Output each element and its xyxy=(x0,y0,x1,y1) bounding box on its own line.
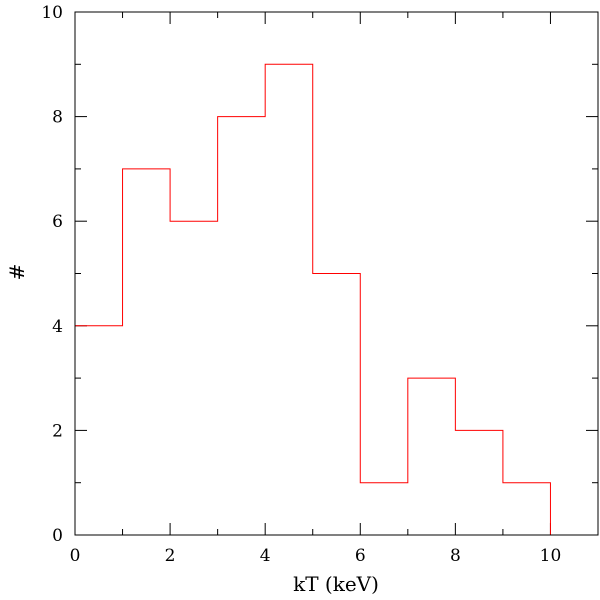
y-tick-label: 0 xyxy=(52,526,63,546)
histogram-bin xyxy=(503,483,551,535)
histogram-bin xyxy=(313,274,361,536)
x-tick-label: 10 xyxy=(540,546,562,566)
x-tick-label: 8 xyxy=(450,546,461,566)
histogram-bin xyxy=(75,326,123,535)
histogram-series xyxy=(75,63,598,536)
y-tick-label: 8 xyxy=(52,108,63,128)
y-tick-label: 2 xyxy=(52,421,63,441)
x-tick-label: 4 xyxy=(260,546,271,566)
x-tick-label: 2 xyxy=(165,546,176,566)
histogram-step-line xyxy=(75,63,598,536)
histogram-bin xyxy=(265,64,313,535)
y-tick-label: 6 xyxy=(52,212,63,232)
plot-frame xyxy=(74,11,599,536)
histogram-bin xyxy=(170,221,218,535)
histogram-bin xyxy=(455,430,503,535)
x-axis-label: kT (keV) xyxy=(293,572,379,596)
histogram-bin xyxy=(123,169,171,535)
y-tick-label: 10 xyxy=(41,3,63,23)
x-tick-label: 0 xyxy=(70,546,81,566)
tick-labels: 0 2 4 6 8 10 0 2 4 6 8 10 xyxy=(41,3,561,566)
y-tick-label: 4 xyxy=(52,317,63,337)
histogram-bin xyxy=(360,483,408,535)
histogram-bin xyxy=(408,378,456,535)
x-tick-label: 6 xyxy=(355,546,366,566)
histogram-bin xyxy=(218,117,266,535)
y-axis-label: # xyxy=(5,264,29,281)
